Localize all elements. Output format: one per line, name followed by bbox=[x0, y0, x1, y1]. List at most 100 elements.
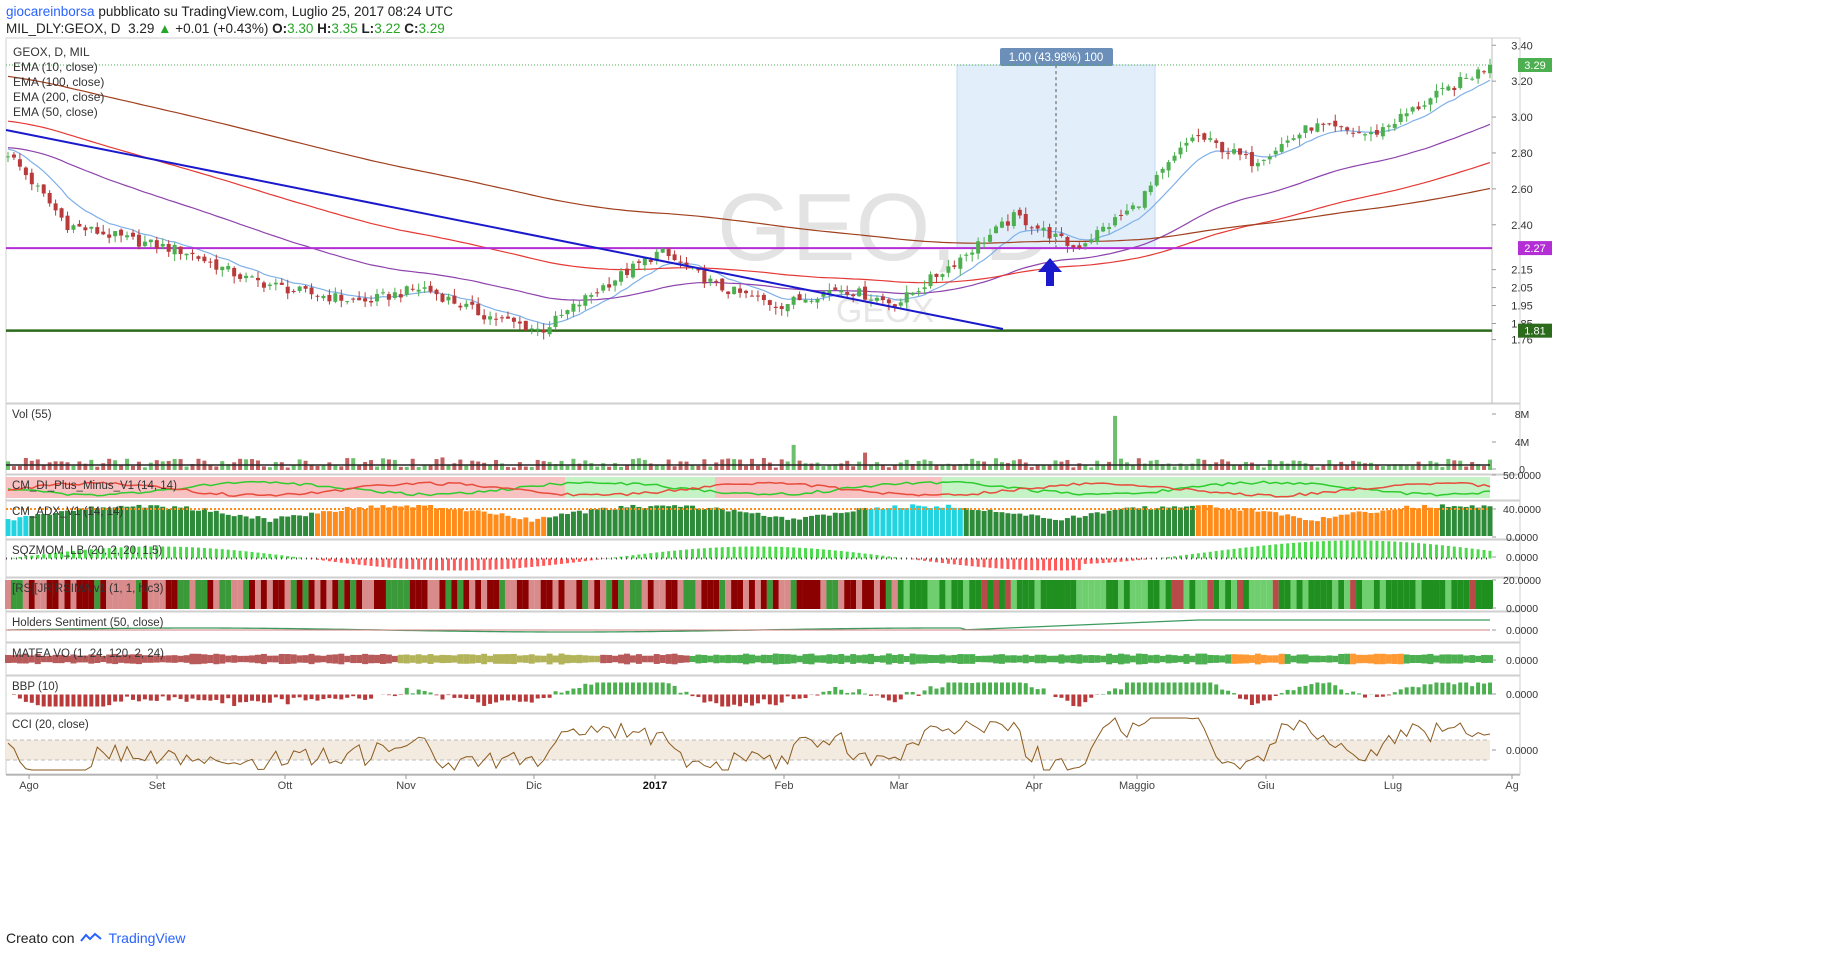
matea-bar bbox=[1141, 653, 1148, 665]
rsi-column bbox=[1052, 580, 1059, 609]
candle-body bbox=[708, 278, 713, 282]
candle-body bbox=[1452, 87, 1457, 91]
rsi-column bbox=[100, 580, 107, 609]
adx-bar bbox=[195, 510, 201, 536]
pane-title: MATEA VO (1, 24, 120, 2, 24) bbox=[12, 648, 164, 660]
adx-bar bbox=[856, 508, 862, 536]
adx-bar bbox=[803, 516, 809, 536]
matea-bar bbox=[1082, 655, 1089, 663]
bbp-bar bbox=[1238, 694, 1243, 699]
bbp-bar bbox=[47, 694, 52, 707]
bbp-bar bbox=[1083, 694, 1088, 703]
bbp-bar bbox=[1291, 690, 1296, 695]
bbp-bar bbox=[1101, 693, 1106, 695]
squeeze-bar bbox=[934, 558, 938, 563]
bbp-bar bbox=[660, 682, 665, 695]
matea-bar bbox=[445, 655, 452, 663]
rsi-column bbox=[969, 580, 976, 609]
legend-item: EMA (10, close) bbox=[13, 60, 98, 74]
adx-bar bbox=[844, 512, 850, 536]
volume-bar bbox=[1005, 463, 1010, 470]
adx-bar bbox=[1076, 517, 1082, 536]
candle-body bbox=[1482, 71, 1487, 73]
rsi-column bbox=[808, 580, 815, 609]
squeeze-bar bbox=[1143, 558, 1147, 560]
squeeze-bar bbox=[1018, 558, 1022, 570]
rsi-column bbox=[1463, 580, 1470, 609]
matea-bar bbox=[1385, 654, 1392, 664]
squeeze-bar bbox=[1208, 551, 1212, 559]
candle-body bbox=[761, 294, 766, 301]
candle-body bbox=[172, 244, 177, 255]
rsi-column bbox=[385, 580, 392, 609]
rsi-column bbox=[879, 580, 886, 609]
rsi-column bbox=[338, 580, 345, 609]
squeeze-bar bbox=[1446, 545, 1450, 559]
rsi-column bbox=[868, 580, 875, 609]
volume-bar bbox=[744, 465, 749, 470]
bbp-bar bbox=[1464, 682, 1469, 695]
candle-body bbox=[1142, 191, 1147, 208]
matea-bar bbox=[397, 654, 404, 664]
rsi-column bbox=[754, 580, 761, 609]
volume-bar bbox=[261, 466, 266, 470]
adx-bar bbox=[338, 511, 344, 536]
matea-bar bbox=[844, 655, 851, 663]
matea-bar bbox=[344, 655, 351, 663]
bbp-bar bbox=[1386, 694, 1391, 696]
volume-bar bbox=[273, 462, 278, 470]
footer-brand-link[interactable]: TradingView bbox=[108, 930, 186, 946]
bbp-bar bbox=[202, 694, 207, 701]
squeeze-bar bbox=[851, 552, 855, 559]
bbp-bar bbox=[416, 689, 421, 695]
squeeze-bar bbox=[1000, 558, 1004, 569]
candle-body bbox=[1464, 77, 1469, 79]
squeeze-bar bbox=[1440, 545, 1444, 559]
adx-bar bbox=[618, 505, 624, 536]
bbp-bar bbox=[232, 694, 237, 706]
squeeze-bar bbox=[339, 558, 343, 563]
rsi-column bbox=[1373, 580, 1380, 609]
rsi-column bbox=[16, 580, 23, 609]
matea-bar bbox=[939, 654, 946, 664]
pane-tick-label: 0.0000 bbox=[1506, 655, 1538, 667]
squeeze-bar bbox=[988, 558, 992, 568]
volume-bar bbox=[1261, 467, 1266, 470]
candle-body bbox=[363, 298, 368, 302]
adx-bar bbox=[1088, 513, 1094, 536]
matea-bar bbox=[82, 655, 89, 663]
rsi-column bbox=[1385, 580, 1392, 609]
squeeze-bar bbox=[482, 558, 486, 571]
squeeze-bar bbox=[143, 546, 147, 559]
volume-bar bbox=[1172, 466, 1177, 470]
bbp-bar bbox=[77, 694, 82, 707]
author-link[interactable]: giocareinborsa bbox=[6, 4, 95, 19]
adx-bar bbox=[922, 506, 928, 536]
pane-tick-label: 0 bbox=[1519, 464, 1525, 476]
adx-bar bbox=[1035, 515, 1041, 536]
squeeze-bar bbox=[536, 558, 540, 567]
adx-bar bbox=[1404, 505, 1410, 536]
price-tick-label: 2.15 bbox=[1511, 265, 1532, 277]
bbp-bar bbox=[95, 694, 100, 707]
matea-bar bbox=[141, 655, 148, 663]
squeeze-bar bbox=[101, 548, 105, 559]
matea-bar bbox=[921, 654, 928, 664]
candle-body bbox=[529, 328, 534, 330]
candle-body bbox=[29, 172, 34, 185]
rsi-column bbox=[1487, 580, 1493, 609]
matea-bar bbox=[1487, 655, 1493, 663]
volume-bar bbox=[934, 464, 939, 470]
matea-bar bbox=[379, 653, 386, 665]
squeeze-bar bbox=[720, 547, 724, 559]
rsi-column bbox=[439, 580, 446, 609]
candle-body bbox=[386, 294, 391, 300]
bbp-bar bbox=[53, 694, 58, 707]
candle-body bbox=[113, 231, 118, 237]
candle-body bbox=[1291, 138, 1296, 140]
adx-bar bbox=[725, 511, 731, 536]
rsi-column bbox=[820, 580, 827, 609]
adx-bar bbox=[666, 506, 672, 536]
candle-body bbox=[857, 288, 862, 297]
